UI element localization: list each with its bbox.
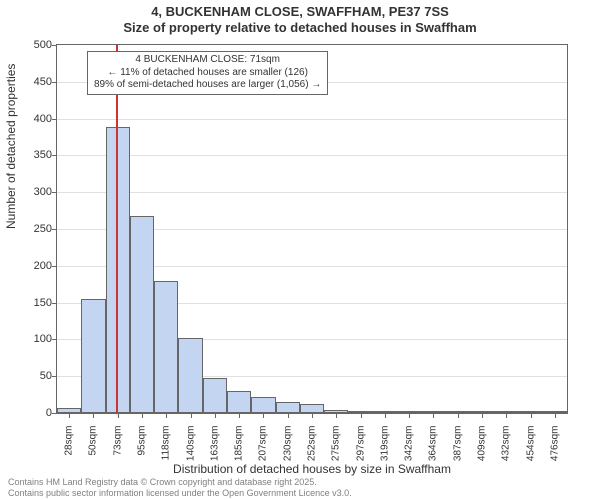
y-tick-label: 200 — [12, 260, 52, 272]
title-line-1: 4, BUCKENHAM CLOSE, SWAFFHAM, PE37 7SS — [0, 4, 600, 20]
x-tick-mark — [433, 414, 434, 418]
y-tick-label: 150 — [12, 297, 52, 309]
x-tick-mark — [93, 414, 94, 418]
y-tick-label: 250 — [12, 223, 52, 235]
marker-line-stroke — [116, 45, 118, 413]
annotation-line-1: 4 BUCKENHAM CLOSE: 71sqm — [94, 54, 321, 67]
x-tick-mark — [288, 414, 289, 418]
histogram-bar — [130, 216, 154, 413]
x-tick-mark — [142, 414, 143, 418]
footer-line-2: Contains public sector information licen… — [8, 488, 352, 498]
y-tick-label: 500 — [12, 39, 52, 51]
gridline — [57, 192, 567, 193]
x-tick-mark — [555, 414, 556, 418]
x-tick-mark — [191, 414, 192, 418]
histogram-bar — [227, 391, 251, 413]
x-tick-mark — [118, 414, 119, 418]
histogram-bar — [494, 411, 518, 413]
histogram-bar — [446, 411, 470, 413]
histogram-bar — [276, 402, 300, 413]
x-tick-mark — [531, 414, 532, 418]
histogram-bar — [348, 411, 372, 413]
x-axis-label: Distribution of detached houses by size … — [56, 462, 568, 476]
histogram-bar — [57, 408, 81, 413]
x-tick-mark — [482, 414, 483, 418]
gridline — [57, 155, 567, 156]
y-axis-label: Number of detached properties — [4, 64, 18, 229]
histogram-bar — [81, 299, 105, 413]
x-tick-mark — [458, 414, 459, 418]
histogram-bar — [543, 411, 567, 413]
gridline — [57, 119, 567, 120]
plot-area: 4 BUCKENHAM CLOSE: 71sqm ← 11% of detach… — [56, 44, 568, 414]
annotation-line-3: 89% of semi-detached houses are larger (… — [94, 79, 321, 92]
x-tick-mark — [215, 414, 216, 418]
footer-line-1: Contains HM Land Registry data © Crown c… — [8, 477, 352, 487]
title-block: 4, BUCKENHAM CLOSE, SWAFFHAM, PE37 7SS S… — [0, 0, 600, 37]
x-tick-mark — [385, 414, 386, 418]
x-tick-mark — [409, 414, 410, 418]
histogram-bar — [470, 411, 494, 413]
y-tick-label: 350 — [12, 149, 52, 161]
x-tick-mark — [336, 414, 337, 418]
annotation-box: 4 BUCKENHAM CLOSE: 71sqm ← 11% of detach… — [87, 51, 328, 95]
y-tick-label: 50 — [12, 370, 52, 382]
x-tick-mark — [263, 414, 264, 418]
y-tick-label: 0 — [12, 407, 52, 419]
x-tick-mark — [239, 414, 240, 418]
histogram-bar — [373, 411, 397, 413]
histogram-bar — [178, 338, 202, 413]
histogram-bar — [300, 404, 324, 413]
y-tick-label: 300 — [12, 186, 52, 198]
y-tick-label: 100 — [12, 333, 52, 345]
x-tick-mark — [361, 414, 362, 418]
histogram-bar — [397, 411, 421, 413]
footer-attribution: Contains HM Land Registry data © Crown c… — [8, 477, 352, 498]
annotation-line-2: ← 11% of detached houses are smaller (12… — [94, 67, 321, 80]
histogram-bar — [518, 411, 542, 413]
title-line-2: Size of property relative to detached ho… — [0, 20, 600, 36]
x-tick-mark — [166, 414, 167, 418]
histogram-bar — [154, 281, 178, 413]
histogram-bar — [324, 410, 348, 413]
histogram-bar — [421, 411, 445, 413]
histogram-bar — [203, 378, 227, 413]
x-tick-mark — [69, 414, 70, 418]
x-tick-mark — [506, 414, 507, 418]
chart-container: 4, BUCKENHAM CLOSE, SWAFFHAM, PE37 7SS S… — [0, 0, 600, 500]
x-tick-mark — [312, 414, 313, 418]
histogram-bar — [251, 397, 275, 413]
y-tick-label: 400 — [12, 113, 52, 125]
y-tick-label: 450 — [12, 76, 52, 88]
